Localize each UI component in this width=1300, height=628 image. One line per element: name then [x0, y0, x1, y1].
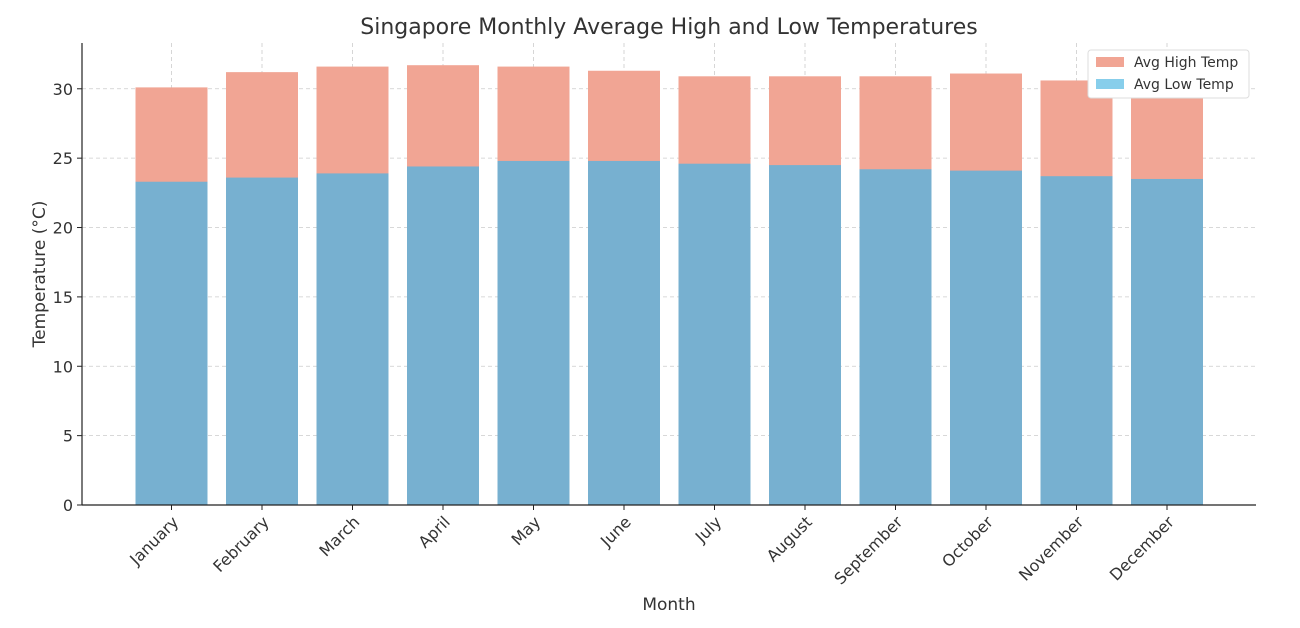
x-tick-label-february: February [209, 512, 273, 576]
bar-avg-low-temp-december [1131, 178, 1203, 505]
chart-title: Singapore Monthly Average High and Low T… [360, 15, 977, 40]
legend-swatch-avg-high-temp [1096, 57, 1124, 67]
bar-avg-low-temp-september [859, 169, 932, 505]
x-tick-label-august: August [763, 512, 816, 565]
bar-avg-low-temp-june [588, 160, 660, 506]
bar-avg-low-temp-february [226, 177, 298, 505]
y-tick-label-10: 10 [53, 357, 73, 376]
bar-avg-low-temp-may [497, 160, 570, 506]
bar-avg-low-temp-august [769, 165, 841, 505]
axes [81, 43, 1256, 506]
bar-avg-low-temp-july [678, 163, 751, 505]
bar-avg-low-temp-october [950, 170, 1022, 505]
legend: Avg High Temp Avg Low Temp [1087, 49, 1250, 99]
y-tick-label-20: 20 [53, 219, 73, 238]
x-tick-label-january: January [125, 512, 182, 569]
x-tick-label-march: March [315, 512, 363, 560]
bars [135, 65, 1203, 506]
legend-label-avg-low-temp: Avg Low Temp [1134, 77, 1234, 93]
bar-avg-low-temp-november [1040, 176, 1113, 505]
x-tick-label-november: November [1015, 512, 1088, 585]
bar-avg-low-temp-march [316, 173, 389, 505]
y-tick-label-25: 25 [53, 149, 73, 168]
bar-avg-low-temp-january [135, 181, 208, 505]
x-tick-label-july: July [691, 512, 725, 546]
bar-avg-low-temp-april [407, 166, 479, 505]
x-tick-label-may: May [508, 512, 545, 549]
legend-frame [1087, 49, 1250, 99]
x-tick-label-june: June [596, 512, 635, 551]
y-tick-label-15: 15 [53, 288, 73, 307]
legend-swatch-avg-low-temp [1096, 79, 1124, 89]
y-tick-label-30: 30 [53, 80, 73, 99]
y-tick-label-5: 5 [63, 427, 73, 446]
x-tick-label-december: December [1106, 512, 1178, 584]
x-tick-label-october: October [938, 512, 997, 571]
legend-label-avg-high-temp: Avg High Temp [1134, 55, 1238, 71]
y-axis-title: Temperature (°C) [30, 201, 50, 349]
x-tick-label-september: September [830, 512, 906, 588]
x-tick-label-april: April [415, 512, 454, 551]
x-axis-title: Month [642, 595, 695, 615]
y-tick-label-0: 0 [63, 496, 73, 515]
